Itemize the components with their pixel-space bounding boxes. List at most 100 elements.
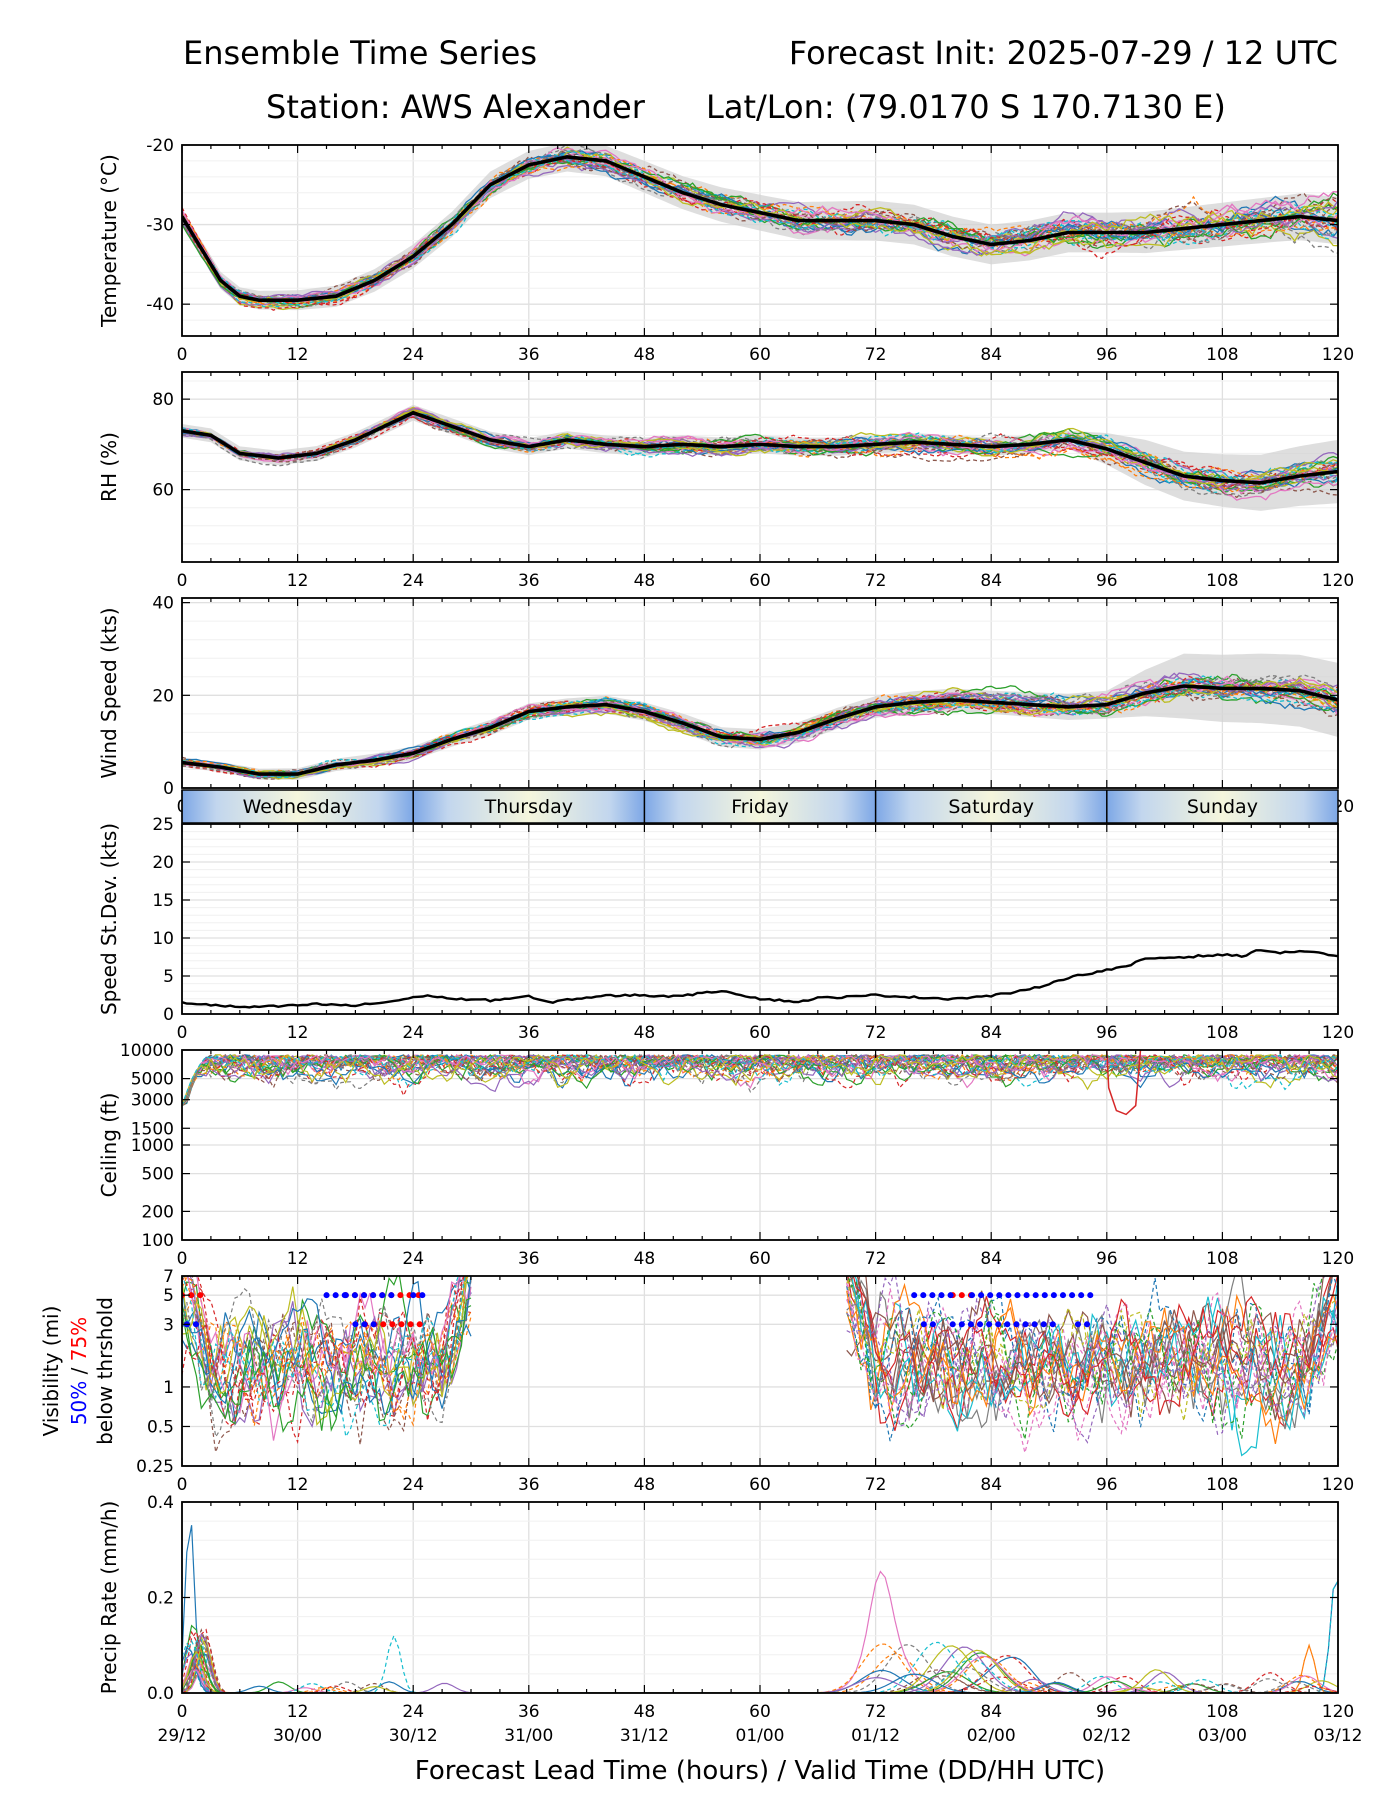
y-axis-label: Temperature (°C): [97, 154, 121, 328]
precip-member: [182, 1635, 1338, 1693]
y-tick-label: 3: [163, 1315, 174, 1335]
x-tick-label: 36: [518, 1023, 540, 1043]
x-tick-label: 72: [865, 345, 887, 365]
y-axis-label-threshold: below thrshold: [93, 1297, 117, 1445]
y-axis-label: Precip Rate (mm/h): [97, 1501, 121, 1695]
x-tick-label: 120: [1322, 1702, 1354, 1722]
x-tick-label: 96: [1096, 1702, 1118, 1722]
y-tick-label: 25: [152, 815, 174, 835]
x-tick-label: 84: [980, 571, 1002, 591]
vis-member: [182, 1276, 467, 1439]
ceiling-member: [182, 1054, 1338, 1106]
x-tick-label: 12: [287, 571, 309, 591]
x-tick-label: 12: [287, 1475, 309, 1495]
title-block: Ensemble Time Series Forecast Init: 2025…: [0, 0, 1400, 140]
precip-member: [182, 1635, 1338, 1693]
ceiling-member: [182, 1053, 1338, 1106]
y-axis-label: Visibility (mi): [39, 1306, 63, 1437]
x-tick-label: 0: [177, 1249, 188, 1269]
x-tick-label: 72: [865, 1249, 887, 1269]
x-tick-label: 120: [1322, 571, 1354, 591]
y-tick-label: 15: [152, 891, 174, 911]
y-tick-label: 20: [152, 686, 174, 706]
x-tick-label: 0: [177, 1023, 188, 1043]
x-tick-label: 48: [634, 1475, 656, 1495]
x-tick-label: 0: [177, 1475, 188, 1495]
y-axis-label: Speed St.Dev. (kts): [97, 823, 121, 1015]
x-tick-label: 60: [749, 1702, 771, 1722]
precip-member: [182, 1639, 1338, 1693]
x-tick-label: 24: [402, 571, 424, 591]
vis-member: [182, 1303, 472, 1433]
y-tick-label: 500: [142, 1165, 174, 1185]
vis-member: [857, 1276, 1338, 1431]
vis-member: [182, 1297, 472, 1434]
x-tick-label: 96: [1096, 1023, 1118, 1043]
valid-time-label: 30/12: [389, 1726, 438, 1746]
y-tick-label: 5: [163, 1286, 174, 1306]
x-tick-label: 36: [518, 1475, 540, 1495]
ensemble-mean-line: [182, 684, 1338, 776]
x-tick-label: 120: [1322, 345, 1354, 365]
x-tick-label: 36: [518, 571, 540, 591]
x-tick-label: 72: [865, 571, 887, 591]
y-tick-label: 60: [152, 481, 174, 501]
valid-time-label: 31/00: [504, 1726, 553, 1746]
x-tick-label: 24: [402, 1023, 424, 1043]
day-segment: [644, 790, 876, 823]
y-tick-label: 0.0: [147, 1684, 174, 1704]
valid-time-label: 31/12: [620, 1726, 669, 1746]
lat-lon: Lat/Lon: (79.0170 S 170.7130 E): [706, 88, 1226, 126]
vis-member: [182, 1280, 472, 1424]
temp-panel: 0 12 24 36 48 60 72 84 96 108 120 -40 -30 -20 Temperat…: [97, 136, 1354, 365]
valid-time-label: 02/12: [1082, 1726, 1131, 1746]
y-tick-label: -30: [146, 216, 174, 236]
x-tick-label: 84: [980, 1023, 1002, 1043]
wind-panel: 0122436486072849610812002040Wind Speed (…: [97, 594, 1354, 817]
vis-member: [846, 1276, 1338, 1417]
x-tick-label: 12: [287, 1249, 309, 1269]
x-tick-label: 60: [749, 345, 771, 365]
y-tick-label: 0.5: [147, 1417, 174, 1437]
x-tick-label: 84: [980, 1702, 1002, 1722]
x-tick-label: 120: [1322, 1249, 1354, 1269]
valid-time-label: 29/12: [158, 1726, 207, 1746]
y-tick-label: 80: [152, 390, 174, 410]
vis-member: [847, 1276, 1338, 1439]
ensemble-mean-line: [182, 410, 1338, 485]
day-bar: Wednesday Thursday Friday Saturday Sunday: [181, 789, 1339, 824]
x-tick-label: 84: [980, 1475, 1002, 1495]
y-tick-label: 1: [163, 1378, 174, 1398]
ceiling-member: [182, 1053, 1338, 1106]
x-tick-label: 48: [634, 571, 656, 591]
x-tick-label: 108: [1206, 1475, 1238, 1495]
x-tick-label: 120: [1322, 1023, 1354, 1043]
y-tick-label: 0.25: [136, 1457, 174, 1477]
x-tick-label: 36: [518, 1249, 540, 1269]
day-segment: [182, 790, 414, 823]
day-segment: [1106, 790, 1338, 823]
x-axis-label: Forecast Lead Time (hours) / Valid Time …: [415, 1756, 1105, 1786]
y-tick-label: -20: [146, 136, 174, 156]
x-tick-label: 96: [1096, 1249, 1118, 1269]
x-tick-label: 108: [1206, 1023, 1238, 1043]
vis-member: [182, 1276, 465, 1407]
x-tick-label: 72: [865, 1475, 887, 1495]
y-tick-label: 20: [152, 853, 174, 873]
x-tick-label: 108: [1206, 1702, 1238, 1722]
vis-member: [182, 1276, 472, 1415]
ceiling-panel: 0 12 24 36 48 60 72 84 96 108 120 100 200 500 10001500…: [97, 1041, 1354, 1269]
x-tick-label: 84: [980, 345, 1002, 365]
precip-member: [182, 1645, 1338, 1693]
y-axis-label: RH (%): [97, 432, 121, 502]
ceiling-member-low: [1106, 1050, 1142, 1116]
x-tick-label: 84: [980, 1249, 1002, 1269]
vis-member: [182, 1276, 466, 1439]
x-tick-label: 60: [749, 1249, 771, 1269]
vis-member: [854, 1276, 1338, 1457]
x-tick-label: 48: [634, 1702, 656, 1722]
vis-member: [856, 1276, 1333, 1428]
vis-member: [846, 1276, 1338, 1442]
